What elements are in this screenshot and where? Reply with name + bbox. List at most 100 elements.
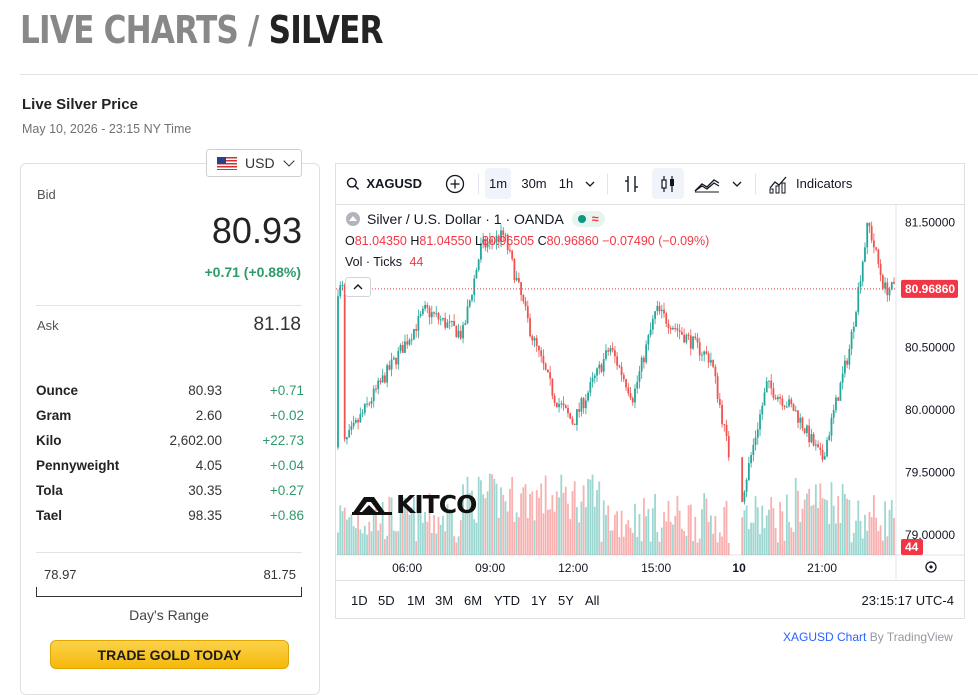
volume-bar	[346, 519, 348, 555]
range-ytd[interactable]: YTD	[494, 593, 520, 608]
volume-bar	[770, 497, 773, 555]
range-1y[interactable]: 1Y	[531, 593, 547, 608]
trade-gold-button[interactable]: TRADE GOLD TODAY	[50, 640, 289, 669]
candle-body	[696, 338, 699, 343]
candle-body	[707, 353, 710, 363]
candle-body	[783, 405, 786, 407]
candle-body	[455, 325, 458, 338]
candle-body	[377, 380, 380, 389]
volume-bar	[636, 536, 639, 555]
candle-body	[743, 491, 746, 502]
candle-body	[752, 444, 755, 456]
candle-body	[457, 330, 460, 338]
volume-bar	[448, 508, 451, 555]
candle-body	[381, 375, 384, 383]
volume-bar	[426, 521, 429, 555]
volume-bar	[893, 517, 895, 555]
volume-bar	[783, 540, 786, 555]
currency-selector[interactable]: USD	[206, 149, 302, 177]
area-style-button[interactable]	[690, 168, 724, 199]
chart-attribution[interactable]: XAGUSD Chart By TradingView	[783, 630, 953, 644]
volume-bar	[442, 515, 444, 555]
candle-body	[482, 239, 485, 244]
volume-bar	[776, 542, 779, 555]
candle-body	[799, 417, 802, 423]
volume-bar	[500, 487, 502, 555]
volume-bar	[504, 501, 507, 555]
interval-30m[interactable]: 30m	[521, 176, 547, 191]
candle-body	[341, 284, 344, 286]
last-price-label: 80.96860	[905, 282, 955, 296]
day-range-low: 78.97	[44, 567, 77, 582]
volume-bar	[803, 499, 806, 555]
unit-price: 98.35	[188, 508, 222, 523]
area-chart-icon	[694, 178, 720, 192]
symbol-search[interactable]: XAGUSD	[342, 168, 422, 199]
candle-body	[852, 326, 855, 332]
volume-bar	[712, 533, 715, 555]
divider	[36, 552, 302, 553]
indicators-button[interactable]: Indicators	[764, 168, 864, 199]
candle-body	[765, 381, 768, 393]
collapse-legend-button[interactable]	[345, 277, 371, 297]
range-1d[interactable]: 1D	[351, 593, 368, 608]
candle-body	[848, 348, 851, 365]
candle-body	[721, 404, 723, 425]
volume-bar	[754, 496, 757, 555]
volume-bar	[531, 491, 534, 555]
range-3m[interactable]: 3M	[435, 593, 454, 608]
candle-body	[685, 334, 688, 343]
candle-body	[538, 345, 540, 351]
compare-button[interactable]	[442, 168, 468, 199]
volume-bar	[578, 522, 581, 555]
volume-bar	[462, 484, 464, 555]
volume-bar	[879, 525, 882, 555]
candle-body	[428, 307, 431, 318]
volume-bar	[861, 538, 864, 555]
candle-body	[627, 387, 630, 394]
interval-1h[interactable]: 1h	[558, 176, 574, 191]
candle-body	[605, 350, 607, 360]
settings-gear-icon[interactable]	[925, 561, 937, 573]
volume-bar	[828, 523, 831, 555]
range-all[interactable]: All	[585, 593, 600, 608]
volume-bar	[383, 539, 386, 555]
candle-body	[770, 380, 773, 389]
candles-style-button[interactable]	[652, 168, 684, 199]
candle-body	[656, 305, 659, 312]
volume-bar	[424, 511, 426, 555]
candle-body	[725, 424, 728, 437]
chart-clock[interactable]: 23:15:17 UTC-4	[861, 593, 955, 608]
volume-bar	[611, 530, 614, 555]
interval-dropdown[interactable]	[581, 168, 599, 199]
chart-bottom-bar: 1D 5D 1M 3M 6M YTD 1Y 5Y All 23:15:17 UT…	[336, 580, 964, 619]
candle-body	[683, 334, 686, 343]
chart-style-dropdown[interactable]	[728, 168, 746, 199]
market-open-dot-icon	[577, 215, 586, 223]
candle-body	[611, 348, 614, 351]
bar-style-button[interactable]	[618, 168, 646, 199]
interval-1m[interactable]: 1m	[485, 168, 511, 199]
range-6m[interactable]: 6M	[464, 593, 483, 608]
range-5d[interactable]: 5D	[378, 593, 395, 608]
candle-body	[450, 320, 453, 322]
candle-body	[415, 329, 418, 331]
candle-body	[555, 402, 558, 408]
range-5y[interactable]: 5Y	[558, 593, 574, 608]
volume-bar	[857, 500, 860, 555]
plus-circle-icon	[445, 174, 465, 193]
range-1m[interactable]: 1M	[407, 593, 426, 608]
price-chart[interactable]: 81.5000081.0000080.5000080.0000079.50000…	[336, 205, 964, 579]
candle-body	[821, 449, 824, 460]
volume-bar	[725, 500, 728, 555]
candle-body	[607, 350, 610, 352]
unit-price: 4.05	[195, 458, 222, 473]
volume-bar	[388, 496, 391, 555]
candle-body	[660, 309, 663, 312]
market-status-badge[interactable]: ≈	[571, 211, 605, 227]
unit-row: Tael 98.35 +0.86	[36, 503, 304, 528]
volume-bar	[772, 508, 775, 555]
candle-body	[500, 230, 502, 243]
candle-body	[524, 301, 527, 307]
candle-body	[839, 382, 842, 401]
